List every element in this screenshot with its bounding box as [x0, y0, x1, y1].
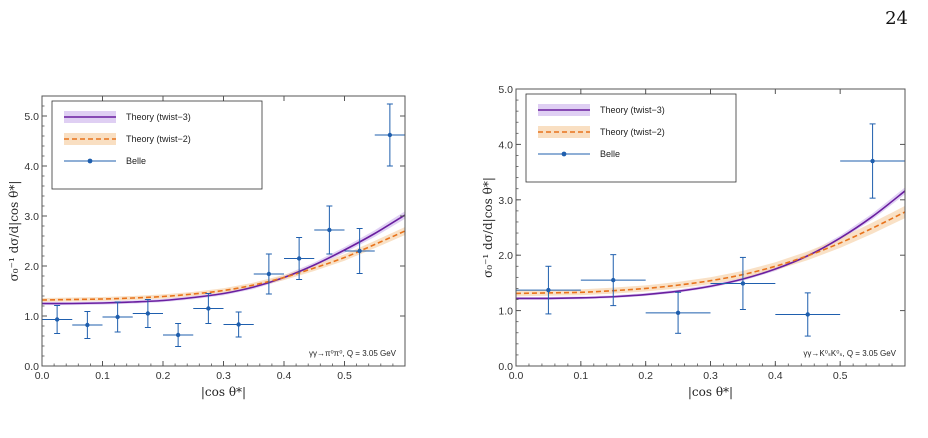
legend-twist3-label: Theory (twist−3)	[126, 112, 191, 122]
belle-marker	[387, 132, 393, 138]
x-tick-label: 0.4	[277, 370, 292, 382]
chart-panel-left: 0.0 0.1 0.2 0.3 0.4 0.5 0.0 1.0 2.0 3.0 4.0 5.0 |cos…	[7, 95, 406, 399]
x-tick-label: 0.5	[337, 370, 352, 382]
legend-belle-label: Belle	[126, 156, 146, 166]
x-axis-label: |cos θ*|	[201, 385, 246, 399]
belle-data-point	[223, 311, 254, 338]
x-tick-label: 0.4	[768, 370, 783, 382]
legend-twist2-label: Theory (twist−2)	[126, 134, 191, 144]
belle-marker	[175, 332, 181, 338]
x-tick-label: 0.3	[216, 370, 231, 382]
belle-data-point	[374, 103, 405, 167]
y-tick-label: 1.0	[498, 306, 513, 318]
twist3-theory-curve	[42, 214, 405, 305]
y-axis-label: σ₀⁻¹ dσ/d|cos θ*|	[7, 181, 21, 282]
y-tick-label: 2.0	[24, 261, 39, 273]
belle-data-point	[163, 323, 194, 347]
y-tick-label: 1.0	[24, 311, 39, 323]
belle-marker	[357, 248, 362, 254]
plot-area	[516, 123, 905, 337]
x-axis-label: |cos θ*|	[688, 385, 733, 399]
x-tick-label: 0.1	[574, 370, 589, 382]
legend-belle-marker-swatch	[561, 151, 567, 157]
twist2-uncertainty-band	[516, 205, 905, 297]
twist3-theory-curve	[516, 190, 905, 300]
belle-marker	[206, 306, 211, 311]
y-tick-label: 5.0	[24, 111, 39, 123]
belle-marker	[296, 256, 302, 261]
x-tick-label: 0.5	[833, 370, 848, 382]
legend: Theory (twist−3) Theory (twist−2) Belle	[51, 100, 263, 190]
twist2-uncertainty-band	[42, 226, 405, 302]
belle-data-point	[645, 291, 711, 334]
legend-twist2-label: Theory (twist−2)	[600, 127, 665, 137]
x-tick-label: 0.1	[95, 370, 110, 382]
legend-belle-label: Belle	[600, 149, 620, 159]
x-tick-label: 0.2	[156, 370, 171, 382]
x-tick-label: 0.3	[703, 370, 718, 382]
belle-data-point	[344, 228, 375, 274]
belle-data-point	[840, 123, 905, 199]
belle-marker	[870, 158, 875, 164]
belle-marker	[675, 310, 681, 316]
belle-data-point	[314, 205, 345, 255]
twist2-theory-curve	[516, 211, 905, 295]
belle-marker	[611, 277, 616, 283]
y-tick-label: 0.0	[498, 361, 513, 373]
twist3-uncertainty-band	[42, 211, 405, 306]
belle-marker	[145, 311, 151, 316]
process-annotation: γγ→K⁰ₛK⁰ₛ, Q = 3.05 GeV	[803, 349, 896, 358]
belle-data-point	[710, 256, 776, 310]
belle-marker	[85, 322, 90, 328]
belle-marker	[805, 312, 810, 317]
x-tick-label: 0.2	[638, 370, 653, 382]
belle-data-point	[72, 311, 103, 339]
belle-marker	[54, 317, 60, 322]
legend-belle-marker-swatch	[87, 158, 93, 164]
y-axis-label: σ₀⁻¹ dσ/d|cos θ*|	[481, 177, 495, 278]
plot-area	[42, 103, 405, 347]
belle-data-point	[132, 299, 163, 328]
belle-marker	[740, 281, 746, 286]
page-number: 24	[885, 8, 908, 29]
belle-data-point	[42, 305, 73, 334]
belle-data-point	[102, 301, 133, 333]
y-tick-label: 0.0	[24, 361, 39, 373]
x-tick-label: 0.0	[35, 370, 50, 382]
legend-twist3-label: Theory (twist−3)	[600, 105, 665, 115]
y-tick-label: 3.0	[24, 211, 39, 223]
belle-marker	[236, 322, 241, 327]
process-annotation: γγ→π⁰π⁰, Q = 3.05 GeV	[309, 349, 397, 358]
legend: Theory (twist−3) Theory (twist−2) Belle	[525, 93, 737, 183]
belle-marker	[546, 287, 551, 293]
y-tick-label: 4.0	[498, 139, 513, 151]
belle-data-point	[193, 293, 224, 324]
y-tick-label: 4.0	[24, 161, 39, 173]
belle-data-point	[775, 292, 841, 337]
y-tick-label: 2.0	[498, 250, 513, 262]
y-tick-label: 3.0	[498, 195, 513, 207]
y-tick-label: 5.0	[498, 84, 513, 96]
belle-marker	[266, 271, 272, 277]
belle-data-point	[516, 265, 581, 315]
belle-data-point	[284, 237, 315, 280]
twist2-theory-curve	[42, 230, 405, 301]
belle-marker	[115, 314, 120, 320]
belle-data-point	[253, 253, 284, 295]
belle-data-point	[580, 254, 646, 307]
belle-marker	[327, 227, 332, 233]
chart-panel-right: 0.0 0.1 0.2 0.3 0.4 0.5 0.0 1.0 2.0 3.0 4.0 5.0 |cos…	[481, 84, 906, 399]
x-tick-label: 0.0	[509, 370, 524, 382]
